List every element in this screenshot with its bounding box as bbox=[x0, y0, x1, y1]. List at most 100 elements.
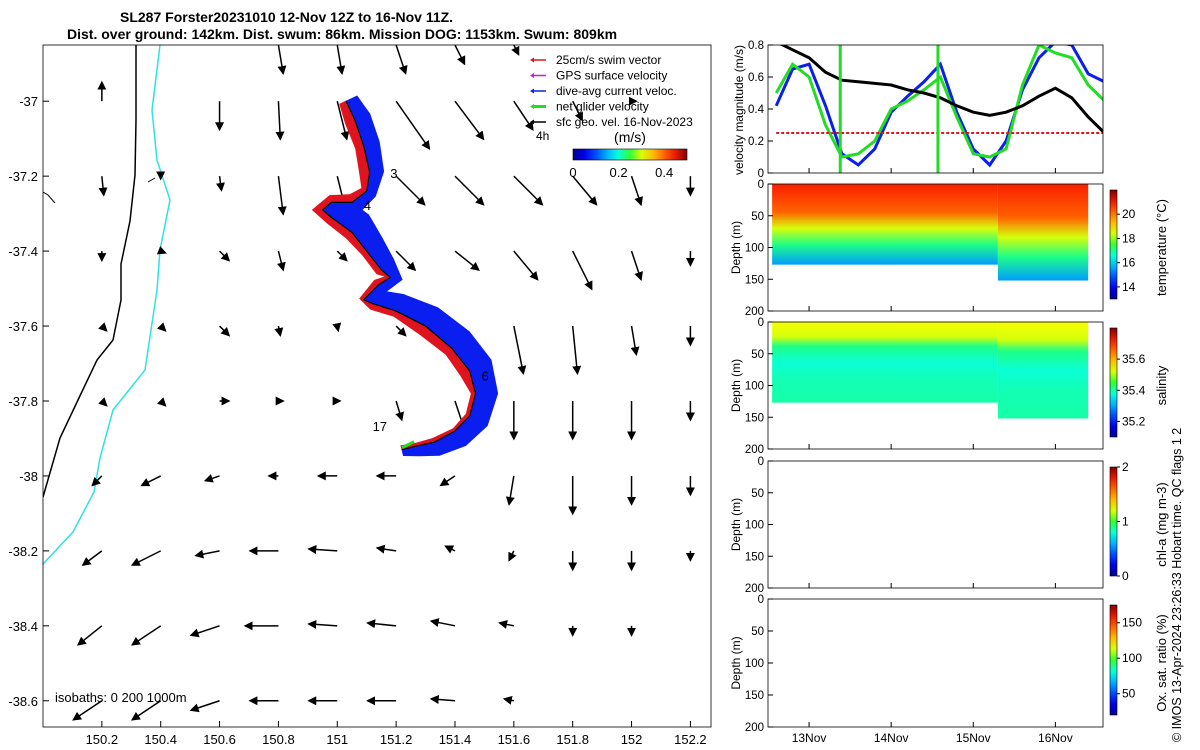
legend-arrowhead bbox=[530, 88, 534, 94]
figure-title-line2: Dist. over ground: 142km. Dist. swum: 86… bbox=[67, 26, 618, 42]
geo-velocity-arrow bbox=[395, 250, 417, 272]
geo-velocity-arrow bbox=[429, 618, 456, 627]
geo-velocity-arrow bbox=[513, 100, 534, 131]
depth-colorbar-tick-label: 35.6 bbox=[1122, 352, 1146, 366]
day-label: 6 bbox=[481, 368, 488, 383]
map-frame bbox=[42, 44, 712, 728]
depth-y-tick-label: 150 bbox=[745, 690, 764, 702]
depth-y-tick-label: 200 bbox=[745, 306, 764, 318]
depth-colorbar-tick-label: 20 bbox=[1122, 207, 1136, 221]
legend-label: GPS surface velocity bbox=[556, 69, 667, 83]
geo-velocity-arrow bbox=[98, 176, 108, 197]
geo-velocity-arrow bbox=[307, 619, 338, 629]
depth-ylabel: Depth (m) bbox=[729, 359, 743, 412]
depth-ylabel: Depth (m) bbox=[729, 498, 743, 551]
geo-velocity-arrow bbox=[505, 475, 515, 506]
depth-y-tick-label: 100 bbox=[745, 520, 764, 532]
velocity-y-tick-label: 0 bbox=[758, 168, 764, 180]
depth-data-fill bbox=[997, 184, 1089, 281]
depth-y-tick-label: 100 bbox=[745, 381, 764, 393]
legend-arrowhead bbox=[530, 73, 534, 78]
geo-velocity-arrow bbox=[332, 322, 342, 333]
geo-velocity-arrow bbox=[275, 101, 285, 141]
depth-panel-oxygen: 0 50 100 150 200 Depth (m) 50 100 150 Ox. sat. ra… bbox=[729, 594, 1169, 734]
geo-velocity-arrow bbox=[219, 325, 231, 337]
depth-frame bbox=[767, 598, 1104, 728]
geo-velocity-arrow bbox=[572, 175, 598, 206]
depth-colorbar bbox=[1109, 189, 1118, 300]
map-colorbar-tick-label: 0.4 bbox=[655, 165, 673, 180]
depth-y-tick-label: 50 bbox=[751, 211, 764, 223]
geo-velocity-arrow bbox=[98, 322, 108, 332]
depth-y-tick-label: 150 bbox=[745, 412, 764, 424]
geo-velocity-arrow bbox=[336, 101, 350, 141]
map-y-tick-label: -38.6 bbox=[8, 694, 38, 709]
legend-label: net glider velocity bbox=[556, 100, 649, 114]
geo-velocity-arrow bbox=[571, 325, 582, 376]
map-x-tick-label: 151.6 bbox=[498, 732, 531, 747]
geo-velocity-arrow bbox=[156, 397, 167, 407]
depth-colorbar-tick-label: 35.2 bbox=[1122, 414, 1146, 428]
depth-y-tick-label: 0 bbox=[758, 456, 764, 468]
map-colorbar-tick-label: 0.2 bbox=[610, 165, 628, 180]
depth-y-tick-label: 50 bbox=[751, 488, 764, 500]
geo-velocity-arrow bbox=[498, 620, 514, 629]
depth-frame bbox=[767, 460, 1104, 589]
depth-colorbar-tick-label: 16 bbox=[1122, 256, 1136, 270]
legend-label: sfc geo. vel. 16-Nov-2023 bbox=[556, 115, 693, 129]
depth-panel-salinity: 0 50 100 150 200 Depth (m) 35.2 35.4 35.6 salinit… bbox=[729, 317, 1169, 456]
geo-velocity-arrow bbox=[130, 700, 162, 721]
map-x-tick-label: 152 bbox=[621, 732, 643, 747]
depth-y-tick-label: 50 bbox=[751, 626, 764, 638]
map-y-tick-label: -37.8 bbox=[8, 394, 38, 409]
depth-colorbar-label: salinity bbox=[1154, 365, 1169, 405]
depth-colorbar-tick-label: 35.4 bbox=[1122, 383, 1146, 397]
legend-arrowhead bbox=[530, 57, 534, 63]
depth-y-tick-label: 200 bbox=[745, 583, 764, 595]
depth-colorbar-tick-label: 150 bbox=[1122, 616, 1142, 630]
geo-velocity-arrow bbox=[194, 549, 220, 559]
geo-velocity-arrow bbox=[140, 475, 162, 487]
geo-velocity-arrow bbox=[439, 475, 456, 487]
map-y-tick-label: -37.6 bbox=[8, 319, 38, 334]
depth-colorbar-tick-label: 2 bbox=[1122, 460, 1129, 474]
map-colorbar-label: (m/s) bbox=[614, 129, 646, 145]
depth-panel-chl-a: 0 50 100 150 200 Depth (m) 0 1 2 chl-a (mg m-3) bbox=[729, 456, 1169, 595]
depth-colorbar-tick-label: 1 bbox=[1122, 515, 1129, 529]
depth-y-tick-label: 100 bbox=[745, 243, 764, 255]
geo-velocity-arrow bbox=[98, 397, 108, 407]
velocity-series-line bbox=[779, 45, 1103, 134]
map-content bbox=[43, 45, 695, 721]
legend-label: 25cm/s swim vector bbox=[556, 53, 661, 67]
geo-velocity-arrow bbox=[276, 250, 286, 272]
depth-colorbar bbox=[1109, 327, 1118, 438]
velocity-y-tick-label: 0.2 bbox=[748, 136, 764, 148]
geo-velocity-arrow bbox=[156, 322, 167, 332]
geo-velocity-arrow bbox=[156, 246, 167, 255]
map-x-tick-label: 151.4 bbox=[439, 732, 472, 747]
geo-velocity-arrow bbox=[219, 250, 231, 262]
geo-velocity-arrow bbox=[395, 45, 408, 75]
figure-title-line1: SL287 Forster20231010 12-Nov 12Z to 16-N… bbox=[120, 9, 454, 25]
time-tick-label: 13Nov bbox=[792, 731, 827, 745]
glider-track bbox=[321, 100, 477, 451]
legend-arrowhead bbox=[530, 104, 534, 109]
geo-velocity-arrow bbox=[630, 325, 640, 357]
geo-velocity-arrow bbox=[508, 550, 517, 562]
depth-colorbar-label: Ox. sat. ratio (%) bbox=[1154, 614, 1169, 712]
coast-fragment bbox=[43, 191, 56, 204]
geo-velocity-arrow bbox=[454, 45, 466, 66]
velocity-y-tick-label: 0.8 bbox=[748, 40, 764, 52]
time-tick-label: 15Nov bbox=[956, 731, 991, 745]
depth-data-fill bbox=[997, 322, 1089, 419]
geo-velocity-arrow bbox=[511, 45, 520, 56]
depth-ylabel: Depth (m) bbox=[729, 221, 743, 274]
isobaths-label: isobaths: 0 200 1000m bbox=[55, 690, 187, 705]
depth-data-fill bbox=[772, 322, 998, 403]
depth-y-tick-label: 200 bbox=[745, 444, 764, 456]
depth-y-tick-label: 0 bbox=[758, 317, 764, 329]
depth-colorbar-label: temperature (°C) bbox=[1154, 199, 1169, 296]
map-x-tick-label: 150.8 bbox=[262, 732, 295, 747]
velocity-series-line bbox=[774, 45, 1103, 159]
legend-arrowhead bbox=[530, 119, 534, 125]
